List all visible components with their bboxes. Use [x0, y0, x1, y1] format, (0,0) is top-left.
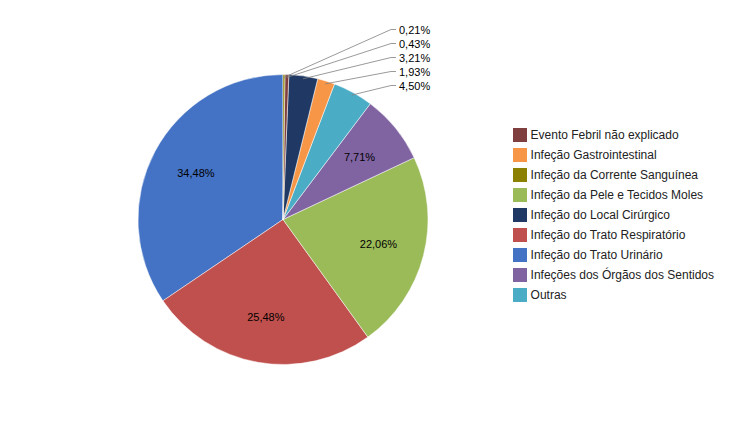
html-text:Infeções dos Órgãos dos Sentid: Infeções dos Órgãos dos Sentidos [530, 267, 714, 282]
svg-text:25,48%: 25,48% [247, 311, 285, 323]
svg-text:3,21%: 3,21% [399, 52, 430, 64]
html-text:Infeção do Trato Urinário: Infeção do Trato Urinário [530, 247, 663, 262]
svg-text:7,71%: 7,71% [344, 151, 375, 163]
html-text:Outras: Outras [530, 287, 567, 302]
html-text:Evento Febril não explicado: Evento Febril não explicado [530, 127, 679, 142]
svg-text:34,48%: 34,48% [177, 167, 215, 179]
svg-text:1,93%: 1,93% [399, 66, 430, 78]
svg-text:0,21%: 0,21% [399, 24, 430, 36]
svg-text:22,06%: 22,06% [360, 238, 398, 250]
html-text:Infeção do Local Cirúrgico: Infeção do Local Cirúrgico [530, 207, 670, 222]
svg-text:0,43%: 0,43% [399, 38, 430, 50]
svg-text:4,50%: 4,50% [399, 80, 430, 92]
html-text:Infeção Gastrointestinal: Infeção Gastrointestinal [530, 147, 657, 162]
html-text:Infeção da Pele e Tecidos Mole: Infeção da Pele e Tecidos Moles [530, 187, 704, 202]
html-text:Infeção do Trato Respiratório: Infeção do Trato Respiratório [530, 227, 686, 242]
html-text:Infeção da Corrente Sanguínea: Infeção da Corrente Sanguínea [530, 167, 698, 182]
